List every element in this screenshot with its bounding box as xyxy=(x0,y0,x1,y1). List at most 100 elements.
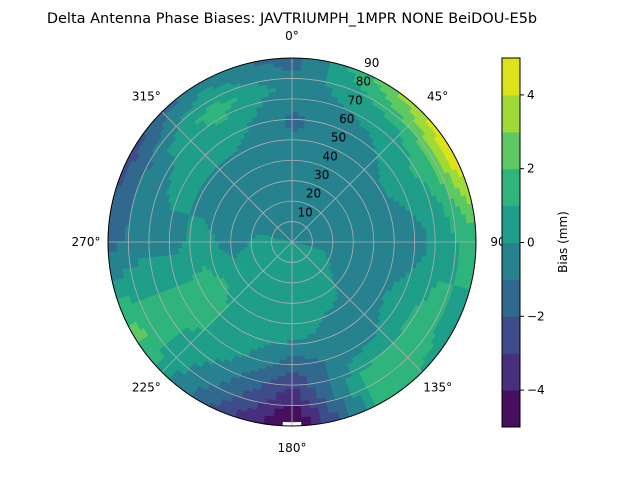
contour-cell xyxy=(160,234,166,243)
contour-cell xyxy=(365,241,370,247)
chart-title: Delta Antenna Phase Biases: JAVTRIUMPH_1… xyxy=(47,11,537,27)
contour-cell xyxy=(291,331,298,337)
contour-cell xyxy=(291,176,296,182)
contour-cell xyxy=(291,307,296,312)
contour-cell xyxy=(291,69,302,75)
contour-cell xyxy=(467,241,473,252)
contour-cell xyxy=(294,302,300,308)
contour-cell xyxy=(291,380,300,386)
contour-cell xyxy=(283,384,293,390)
contour-cell xyxy=(291,78,301,84)
contour-cell xyxy=(238,241,244,246)
contour-cell xyxy=(291,294,296,300)
contour-cell xyxy=(177,241,183,249)
contour-cell xyxy=(197,246,203,253)
contour-cell xyxy=(377,241,383,248)
contour-cell xyxy=(434,233,440,243)
contour-cell xyxy=(295,306,300,312)
contour-cell xyxy=(230,244,236,249)
contour-cell xyxy=(389,241,395,248)
contour-cell xyxy=(111,241,117,252)
contour-cell xyxy=(410,241,415,249)
contour-cell xyxy=(291,86,301,92)
contour-cell xyxy=(377,232,383,238)
contour-cell xyxy=(291,319,297,325)
contour-cell xyxy=(295,314,301,320)
contour-cell xyxy=(291,110,300,116)
contour-cell xyxy=(291,102,300,108)
contour-cell xyxy=(291,311,297,316)
contour-cell xyxy=(356,234,362,239)
contour-cell xyxy=(296,151,302,157)
contour-cell xyxy=(152,241,158,250)
contour-cell xyxy=(291,315,297,320)
contour-cell xyxy=(164,241,170,249)
contour-cell xyxy=(144,233,150,243)
contour-cell xyxy=(414,235,420,243)
contour-cell xyxy=(282,413,293,419)
contour-cell xyxy=(291,106,300,112)
contour-cell xyxy=(467,232,473,243)
contour-cell xyxy=(286,343,293,349)
contour-cell xyxy=(291,135,298,141)
contour-cell xyxy=(393,241,399,248)
contour-cell xyxy=(214,241,219,247)
contour-cell xyxy=(209,241,215,247)
contour-cell xyxy=(418,241,424,250)
contour-cell xyxy=(291,94,301,100)
contour-cell xyxy=(189,236,195,243)
contour-cell xyxy=(377,246,383,252)
contour-cell xyxy=(291,172,296,177)
contour-cell xyxy=(111,232,117,243)
contour-cell xyxy=(284,376,293,382)
contour-cell xyxy=(285,356,293,361)
contour-fill xyxy=(108,58,476,426)
contour-cell xyxy=(128,241,134,251)
contour-cell xyxy=(291,290,296,296)
contour-cell xyxy=(459,232,465,243)
contour-cell xyxy=(291,347,299,353)
contour-cell xyxy=(205,241,211,247)
contour-cell xyxy=(373,237,379,243)
contour-cell xyxy=(369,241,375,247)
contour-cell xyxy=(286,331,293,337)
contour-cell xyxy=(291,98,300,104)
contour-cell xyxy=(291,119,299,124)
contour-cell xyxy=(291,147,298,153)
contour-cell xyxy=(115,232,121,243)
contour-cell xyxy=(291,123,299,128)
contour-cell xyxy=(385,241,391,248)
contour-cell xyxy=(205,237,211,243)
contour-cell xyxy=(124,241,129,252)
contour-cell xyxy=(426,234,432,243)
contour-cell xyxy=(369,237,375,243)
contour-cell xyxy=(291,343,298,349)
contour-cell xyxy=(193,236,199,243)
contour-cell xyxy=(291,168,297,173)
contour-cell xyxy=(169,241,174,249)
contour-cell xyxy=(291,131,299,137)
contour-cell xyxy=(352,234,358,240)
contour-cell xyxy=(373,241,379,247)
contour-cell xyxy=(124,232,129,243)
contour-cell xyxy=(283,388,293,394)
contour-cell xyxy=(348,238,354,243)
contour-cell xyxy=(385,236,391,243)
contour-cell xyxy=(148,241,154,250)
contour-cell xyxy=(283,396,293,402)
contour-cell xyxy=(291,323,297,329)
contour-cell xyxy=(406,241,411,249)
contour-cell xyxy=(214,237,219,243)
contour-cell xyxy=(173,241,178,249)
contour-cell xyxy=(291,388,301,394)
contour-cell xyxy=(291,413,302,419)
contour-cell xyxy=(434,241,440,251)
contour-cell xyxy=(291,409,302,415)
contour-cell xyxy=(291,351,299,357)
contour-cell xyxy=(291,396,301,402)
contour-cell xyxy=(283,400,293,406)
contour-cell xyxy=(119,241,125,252)
contour-cell xyxy=(291,82,301,88)
contour-cell xyxy=(357,238,362,243)
contour-cell xyxy=(450,233,456,243)
